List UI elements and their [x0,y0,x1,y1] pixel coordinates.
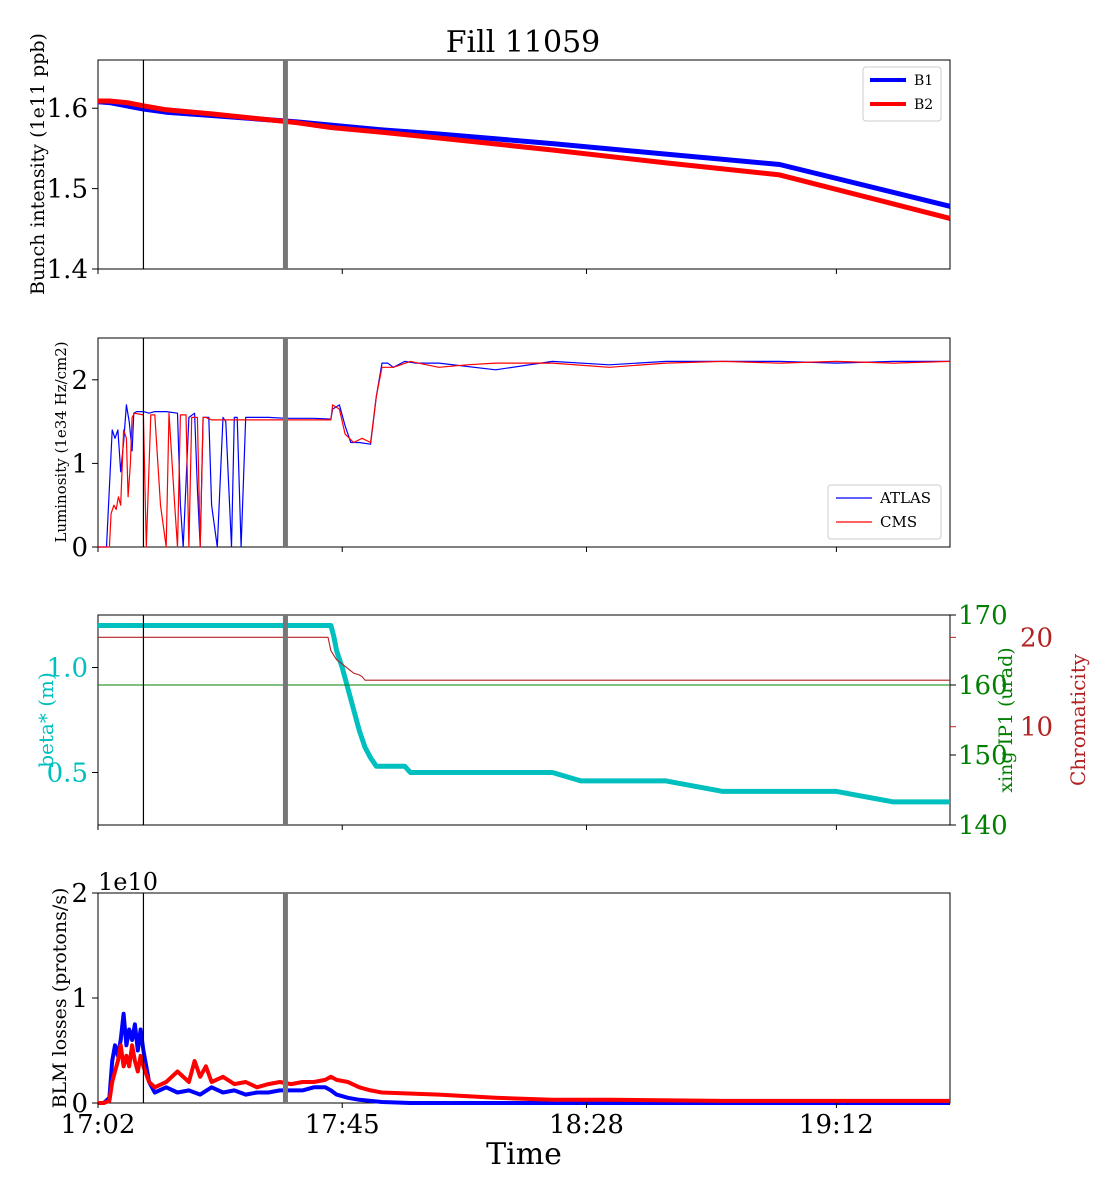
ytick-label: 1.5 [47,175,88,205]
y3tick-label: 20 [1020,623,1053,653]
panel-3-y3label: Chromaticity [1066,653,1090,786]
panel-4-ylabel: BLM losses (protons/s) [49,888,71,1109]
panel-4-offset-text: 1e10 [98,868,158,896]
y2tick-label: 150 [958,741,1008,771]
legend-atlas-label: ATLAS [879,489,931,507]
ytick-label: 1.4 [47,255,88,285]
x-axis-label: Time [486,1137,562,1172]
ytick-label: 1 [71,984,88,1014]
ytick-label: 0 [71,1089,88,1119]
xtick-label: 17:02 [61,1110,136,1140]
panel-4-blm-losses: 0 1 2 17:02 17:45 18:28 19:12 [61,879,950,1140]
ytick-label: 1 [71,449,88,479]
series-beta-m [98,623,950,805]
series-chromaticity [98,636,950,681]
legend-b2-label: B2 [914,97,933,113]
panel-4-frame [97,892,951,1104]
legend-cms-label: CMS [880,513,917,531]
xtick-label: 19:12 [799,1110,874,1140]
panel-3-ylabel: beta* (m) [34,672,58,768]
legend-panel-1: B1 B2 [862,66,942,122]
panel-1-frame [97,59,951,270]
series-atlas [98,360,950,548]
panel-1-bunch-intensity: 1.4 1.5 1.6 [47,60,951,285]
ytick-label: 1.6 [47,94,88,124]
y2tick-label: 170 [958,601,1008,631]
panel-2-luminosity: 0 1 2 [71,338,951,563]
series-blm-b2 [98,1043,950,1105]
y2tick-label: 140 [958,811,1008,841]
ytick-label: 2 [71,879,88,909]
y2tick-label: 160 [958,671,1008,701]
legend-panel-2: ATLAS CMS [827,484,942,540]
ytick-label: 0 [71,533,88,563]
series-blm-b1 [98,1011,950,1105]
panel-1-ylabel: Bunch intensity (1e11 ppb) [27,33,49,295]
ytick-label: 0.5 [47,759,88,789]
legend-b1-label: B1 [914,73,933,89]
series-cms [98,360,951,548]
xtick-label: 18:28 [549,1110,624,1140]
panel-3-frame [97,614,951,826]
ytick-label: 1.0 [47,654,88,684]
y3tick-label: 10 [1020,713,1053,743]
panel-3-y2label: xing IP1 (urad) [995,647,1017,792]
panel-2-frame [97,337,951,548]
ytick-label: 2 [71,366,88,396]
figure-title: Fill 11059 [446,25,601,60]
panel-3-optics: 0.5 1.0 140 150 160 170 10 20 [47,601,1053,841]
xtick-label: 17:45 [305,1110,380,1140]
panel-2-ylabel: Luminosity (1e34 Hz/cm2) [52,341,70,542]
series-b2 [98,98,951,221]
